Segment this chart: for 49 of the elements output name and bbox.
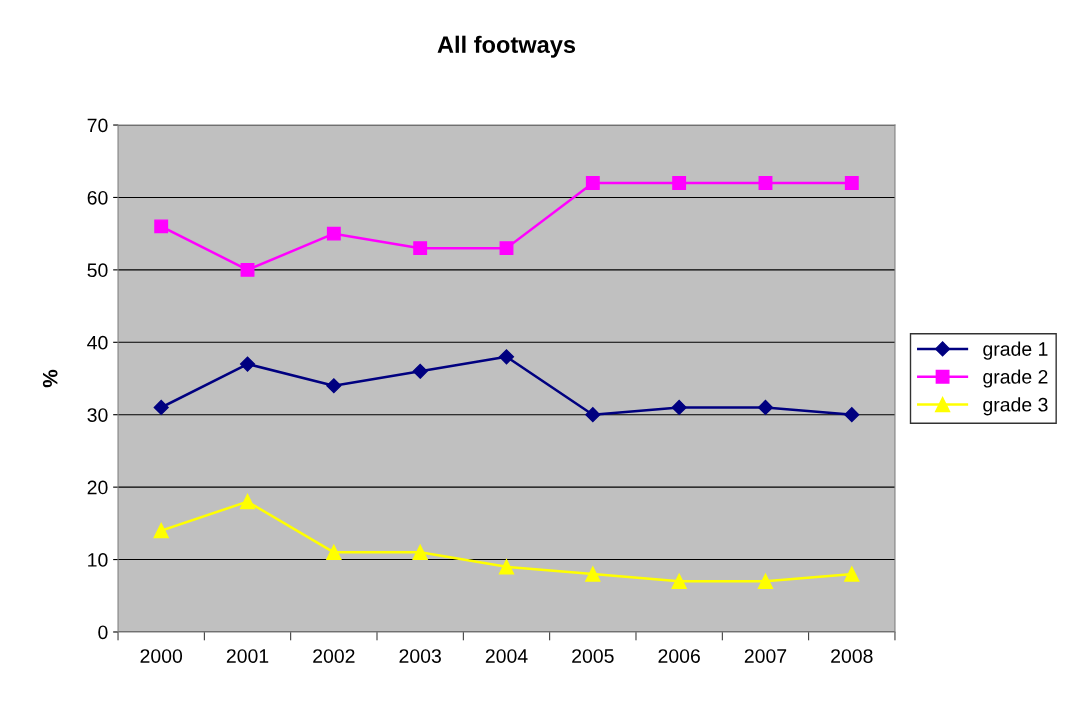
point <box>844 566 860 582</box>
point <box>671 573 687 589</box>
point <box>498 559 515 575</box>
point <box>498 349 515 365</box>
point <box>844 176 859 190</box>
point <box>239 356 256 372</box>
legend-label: grade 1 <box>983 341 1048 360</box>
y-tick-label: 20 <box>87 480 108 495</box>
point <box>240 262 255 277</box>
point <box>412 363 428 379</box>
legend-label: grade 3 <box>983 397 1048 416</box>
point <box>844 407 860 423</box>
x-tick-label: 2007 <box>744 649 787 663</box>
point <box>585 566 601 582</box>
point <box>326 378 342 394</box>
chart-title: All footways <box>437 35 576 58</box>
y-axis-title: % <box>42 369 58 388</box>
x-tick-label: 2001 <box>226 649 269 663</box>
y-tick-label: 30 <box>87 408 108 422</box>
point <box>153 399 169 416</box>
point <box>413 241 428 256</box>
x-tick-label: 2002 <box>313 649 355 663</box>
point <box>758 176 773 190</box>
y-tick-label: 10 <box>88 553 108 567</box>
y-tick-label: 40 <box>87 335 108 350</box>
y-tick-label: 60 <box>87 190 108 205</box>
x-tick-label: 2003 <box>399 649 441 663</box>
legend-label: grade 2 <box>983 369 1048 388</box>
point <box>499 241 514 256</box>
point <box>757 573 774 589</box>
point <box>672 176 687 190</box>
point <box>585 407 601 423</box>
y-tick-label: 50 <box>87 263 108 278</box>
x-tick-label: 2000 <box>140 649 183 663</box>
point <box>239 493 256 510</box>
point <box>326 226 341 241</box>
point <box>671 399 687 416</box>
point <box>326 544 342 560</box>
x-tick-label: 2008 <box>831 649 873 663</box>
point <box>585 176 600 190</box>
x-tick-label: 2005 <box>572 649 614 663</box>
y-tick-label: 70 <box>87 118 108 133</box>
x-tick-label: 2006 <box>658 649 700 663</box>
x-tick-label: 2004 <box>485 649 528 663</box>
point <box>412 544 428 560</box>
point <box>153 522 169 539</box>
y-tick-label: 0 <box>98 625 108 640</box>
point <box>757 399 774 416</box>
point <box>154 219 169 234</box>
